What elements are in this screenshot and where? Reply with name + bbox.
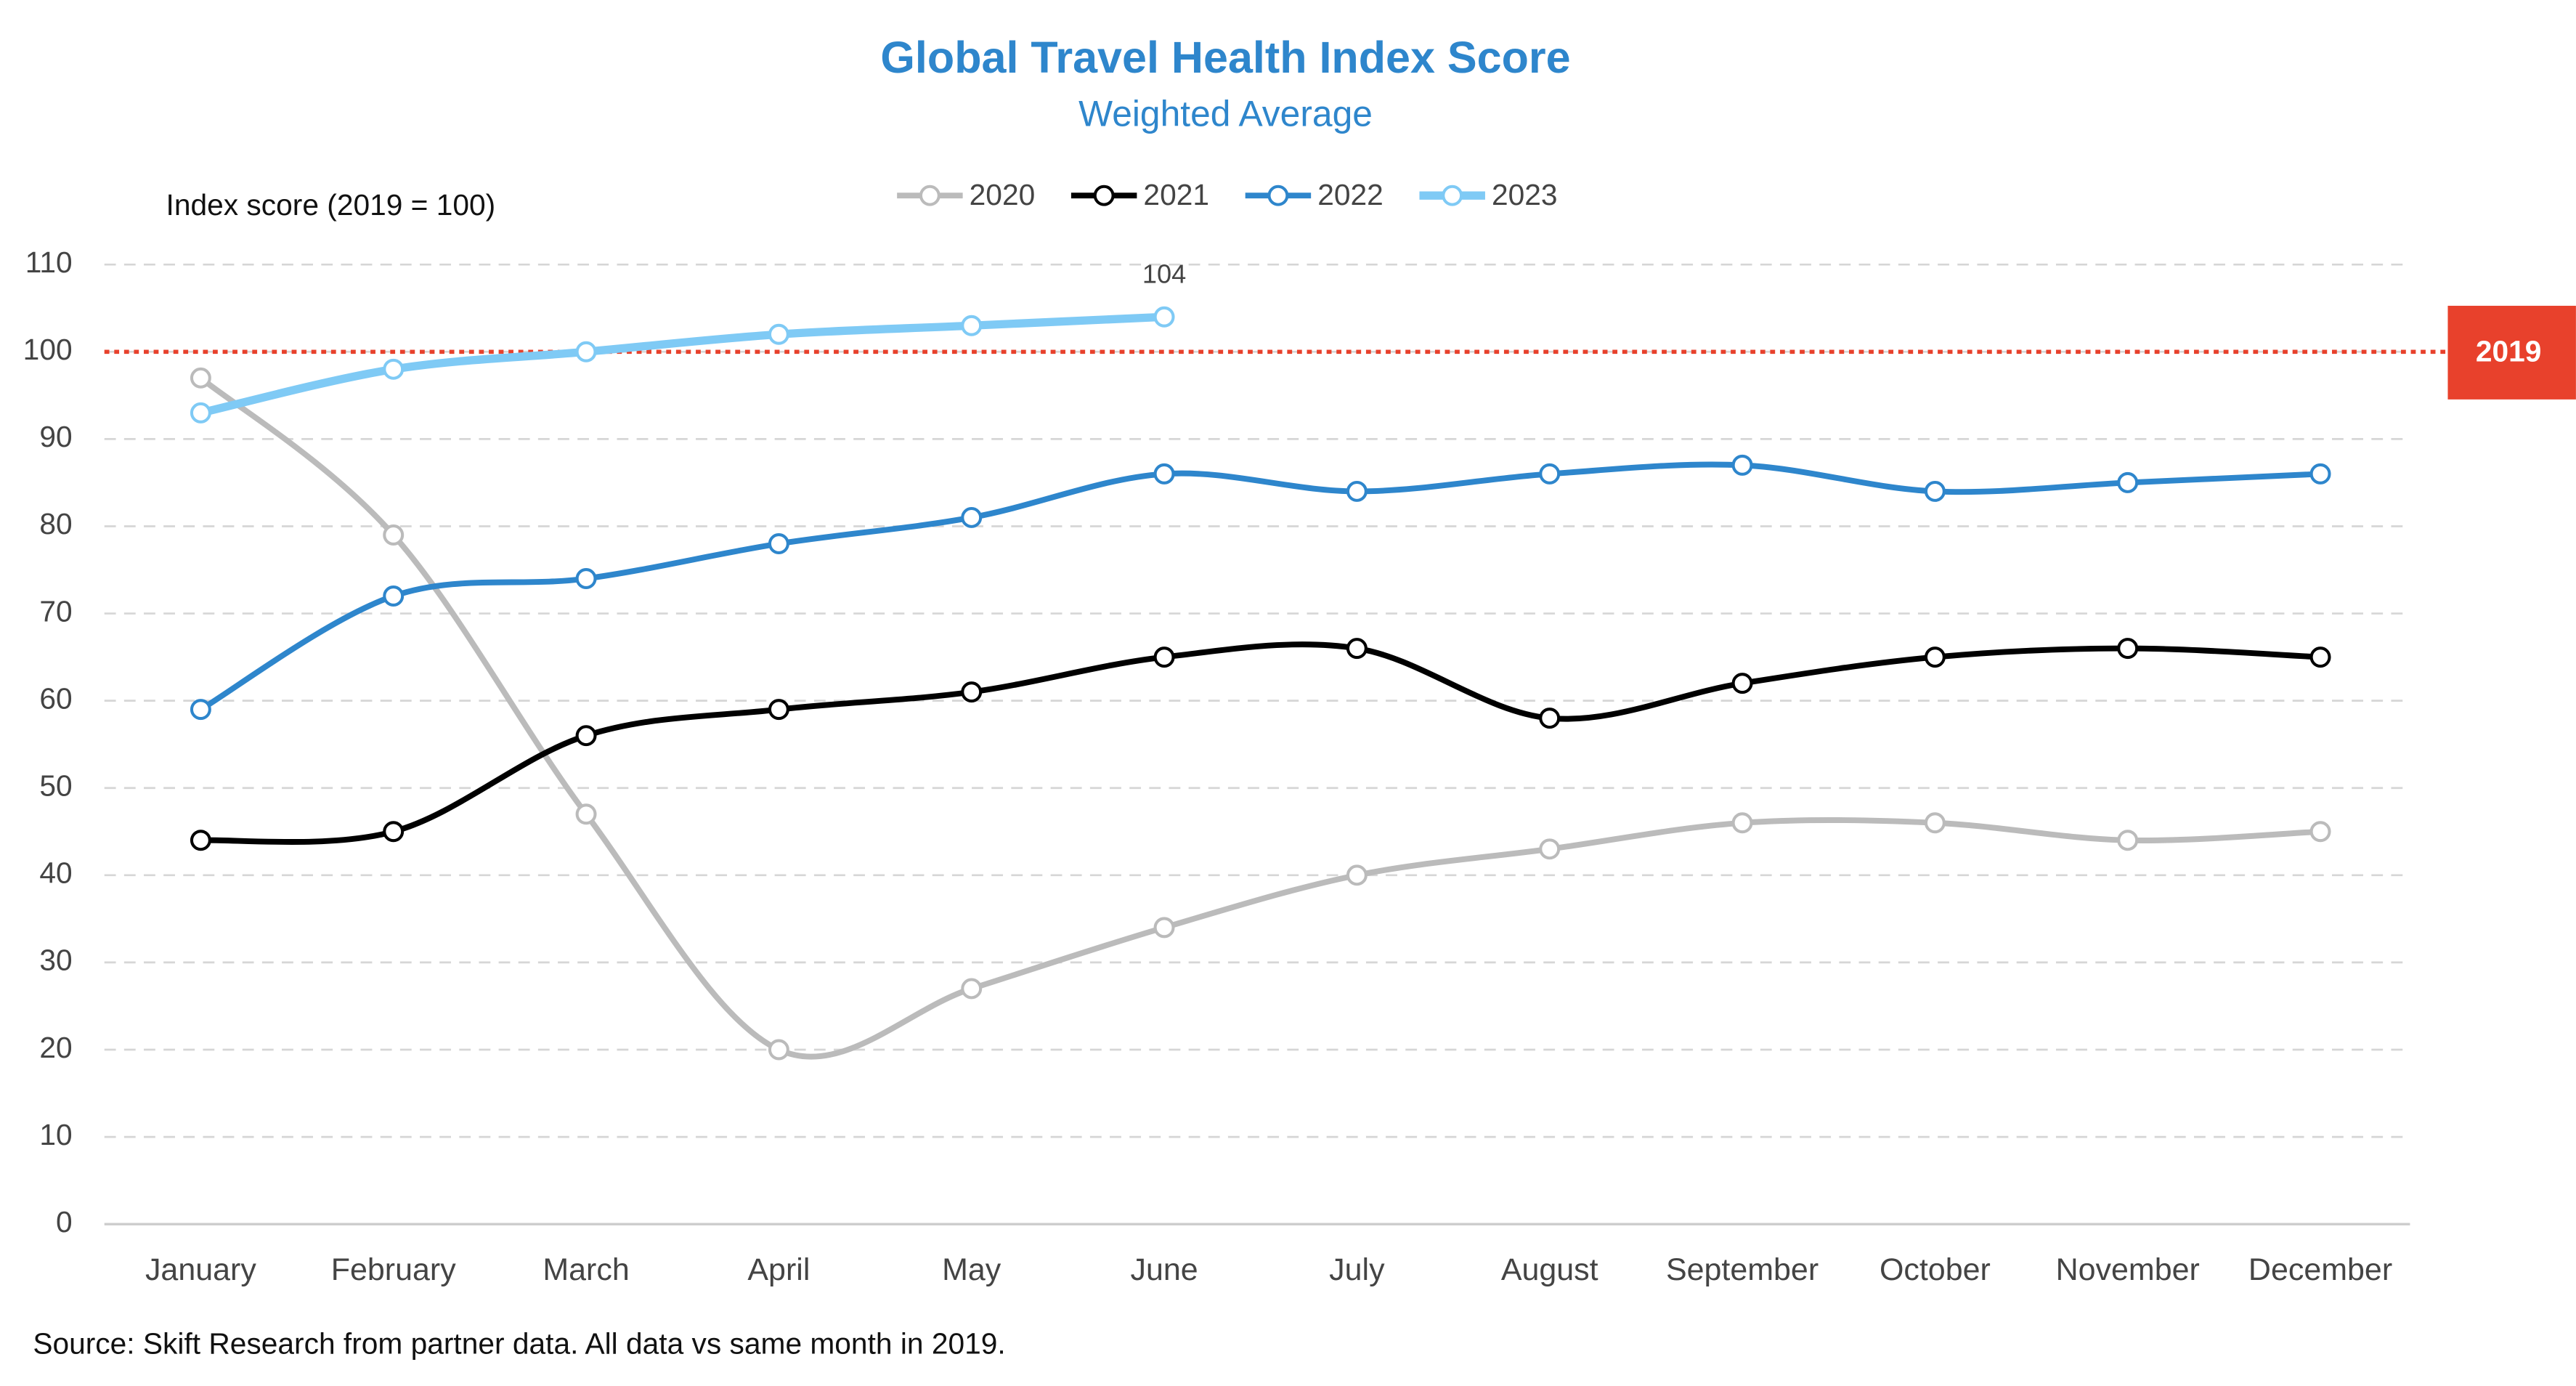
series-line (200, 641, 2321, 846)
series-line (199, 461, 2321, 713)
chart-title: Global Travel Health Index Score (880, 33, 1570, 82)
legend-marker (1093, 185, 1115, 206)
y-axis-label: Index score (2019 = 100) (166, 188, 496, 222)
data-point (1153, 917, 1175, 939)
data-point (2117, 830, 2139, 851)
data-point (1153, 647, 1175, 668)
legend-marker (1442, 185, 1463, 206)
data-point (383, 358, 405, 380)
y-tick-label: 40 (39, 856, 72, 890)
data-point (2117, 471, 2139, 493)
legend-marker (919, 185, 940, 206)
x-tick-label: August (1501, 1252, 1598, 1287)
reference-tag (2447, 305, 2576, 400)
y-tick-label: 90 (39, 420, 72, 453)
x-tick-label: February (331, 1252, 456, 1287)
data-point (383, 821, 405, 843)
data-point (768, 699, 789, 721)
data-point (768, 532, 789, 554)
data-point (2309, 463, 2331, 485)
x-tick-label: March (543, 1252, 629, 1287)
y-tick-label: 20 (39, 1031, 72, 1064)
y-tick-label: 60 (39, 681, 72, 715)
data-point (575, 803, 597, 825)
data-point (1924, 812, 1946, 834)
x-tick-label: January (145, 1252, 256, 1287)
x-tick-label: December (2248, 1252, 2392, 1287)
source-note: Source: Skift Research from partner data… (33, 1326, 1005, 1360)
legend-label: 2022 (1317, 178, 1384, 211)
data-point (190, 402, 211, 423)
data-point (575, 725, 597, 747)
data-point (961, 315, 983, 336)
data-point (1539, 838, 1561, 860)
data-point (1539, 463, 1561, 485)
x-tick-label: May (942, 1252, 1001, 1287)
x-tick-label: November (2056, 1252, 2200, 1287)
y-tick-label: 30 (39, 944, 72, 977)
y-tick-label: 80 (39, 507, 72, 540)
data-point (768, 1039, 789, 1061)
data-point (1346, 480, 1368, 502)
series-line (200, 312, 1165, 417)
data-point (1731, 812, 1753, 834)
data-point (768, 323, 789, 345)
data-point (2309, 647, 2331, 668)
data-point (1539, 708, 1561, 729)
x-tick-label: July (1329, 1252, 1385, 1287)
data-point (190, 367, 211, 389)
legend-marker (1267, 185, 1289, 206)
data-point (1924, 480, 1946, 502)
data-point (961, 681, 983, 703)
data-point (575, 341, 597, 362)
data-point (190, 830, 211, 851)
data-point (1731, 673, 1753, 694)
data-point (1346, 638, 1368, 660)
data-point (1153, 463, 1175, 485)
x-tick-label: October (1880, 1252, 1991, 1287)
data-point (961, 506, 983, 528)
y-tick-label: 110 (25, 246, 73, 279)
value-label: 104 (1142, 259, 1186, 288)
data-point (1346, 864, 1368, 886)
legend-label: 2021 (1143, 178, 1209, 211)
data-point (1924, 647, 1946, 668)
y-tick-label: 10 (39, 1118, 72, 1151)
data-point (2309, 821, 2331, 843)
y-tick-label: 100 (23, 333, 73, 366)
data-point (2117, 638, 2139, 660)
y-tick-label: 70 (39, 594, 72, 628)
data-point (190, 699, 211, 721)
chart-subtitle: Weighted Average (1078, 94, 1373, 134)
data-point (383, 524, 405, 546)
legend-label: 2023 (1492, 178, 1558, 211)
x-tick-label: June (1130, 1252, 1198, 1287)
y-tick-label: 0 (56, 1205, 73, 1239)
data-point (383, 585, 405, 607)
data-point (575, 568, 597, 589)
y-tick-label: 50 (39, 769, 72, 802)
reference-label: 2019 (2476, 334, 2542, 368)
data-point (1731, 454, 1753, 476)
data-point (961, 978, 983, 1000)
x-tick-label: September (1666, 1252, 1819, 1287)
legend-label: 2020 (970, 178, 1036, 211)
data-point (1153, 306, 1175, 328)
x-tick-label: April (747, 1252, 810, 1287)
